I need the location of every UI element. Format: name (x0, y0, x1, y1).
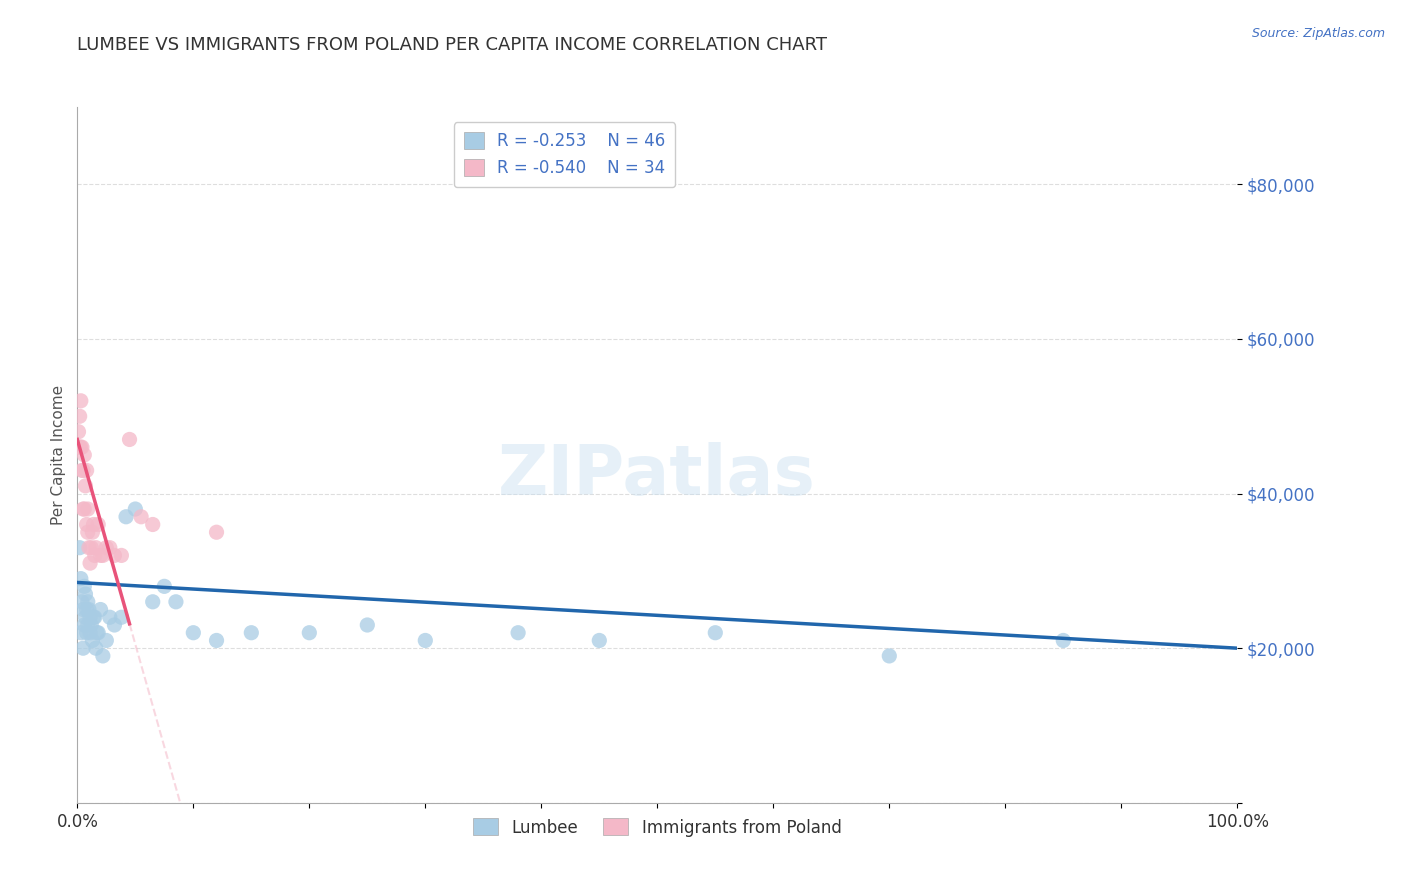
Point (69, 440, 91, 454)
Point (118, 433, 141, 447)
Point (96, 633, 118, 648)
Point (90, 549, 111, 563)
Point (91, 648, 114, 663)
Point (90, 602, 111, 616)
Point (69, 409, 91, 424)
Point (83, 610, 105, 624)
Point (183, 625, 205, 640)
Text: Source: ZipAtlas.com: Source: ZipAtlas.com (1251, 27, 1385, 40)
Point (96, 541, 118, 555)
Point (413, 633, 436, 648)
Point (240, 625, 263, 640)
Point (72, 602, 94, 616)
Text: LUMBEE VS IMMIGRANTS FROM POLAND PER CAPITA INCOME CORRELATION CHART: LUMBEE VS IMMIGRANTS FROM POLAND PER CAP… (77, 36, 827, 54)
Point (75, 587, 97, 601)
Point (91, 549, 114, 563)
Point (115, 509, 138, 524)
Point (142, 517, 165, 532)
Point (76, 502, 98, 516)
Point (103, 549, 125, 563)
Point (205, 525, 228, 540)
Point (67, 425, 90, 439)
Point (70, 463, 93, 477)
Point (153, 579, 176, 593)
Point (69, 572, 91, 586)
Point (69, 393, 91, 408)
Point (84, 641, 107, 656)
Point (75, 610, 97, 624)
Point (72, 641, 94, 656)
Point (73, 448, 96, 462)
Point (98, 541, 121, 555)
Point (79, 610, 101, 624)
Y-axis label: Per Capita Income: Per Capita Income (51, 384, 66, 525)
Point (87, 625, 110, 640)
Point (73, 618, 96, 632)
Point (103, 618, 125, 632)
Point (76, 618, 98, 632)
Point (86, 625, 108, 640)
Point (110, 610, 132, 624)
Point (76, 517, 98, 532)
Point (506, 625, 529, 640)
Point (73, 502, 96, 516)
Point (588, 633, 610, 648)
Legend: Lumbee, Immigrants from Poland: Lumbee, Immigrants from Poland (467, 812, 848, 843)
Point (80, 618, 103, 632)
Point (77, 541, 100, 555)
Point (70, 440, 93, 454)
Point (83, 610, 105, 624)
Point (69, 541, 91, 555)
Point (82, 633, 104, 648)
Point (76, 602, 98, 616)
Point (110, 549, 132, 563)
Point (70, 595, 93, 609)
Point (129, 509, 152, 524)
Point (877, 648, 901, 663)
Point (75, 479, 97, 493)
Point (83, 549, 105, 563)
Point (69, 440, 91, 454)
Point (76, 525, 98, 540)
Point (84, 541, 107, 555)
Point (165, 595, 187, 609)
Point (1052, 633, 1074, 648)
Point (356, 618, 378, 632)
Point (79, 556, 101, 570)
Point (73, 579, 96, 593)
Point (87, 517, 110, 532)
Point (72, 463, 94, 477)
Point (76, 625, 98, 640)
Point (205, 633, 228, 648)
Point (80, 541, 103, 555)
Point (124, 502, 146, 516)
Text: ZIPatlas: ZIPatlas (498, 442, 817, 509)
Point (76, 595, 98, 609)
Point (82, 525, 104, 540)
Point (79, 625, 101, 640)
Point (76, 463, 98, 477)
Point (704, 625, 727, 640)
Point (69, 625, 91, 640)
Point (98, 610, 121, 624)
Point (77, 602, 100, 616)
Point (72, 502, 94, 516)
Point (298, 625, 321, 640)
Point (142, 595, 165, 609)
Point (83, 517, 105, 532)
